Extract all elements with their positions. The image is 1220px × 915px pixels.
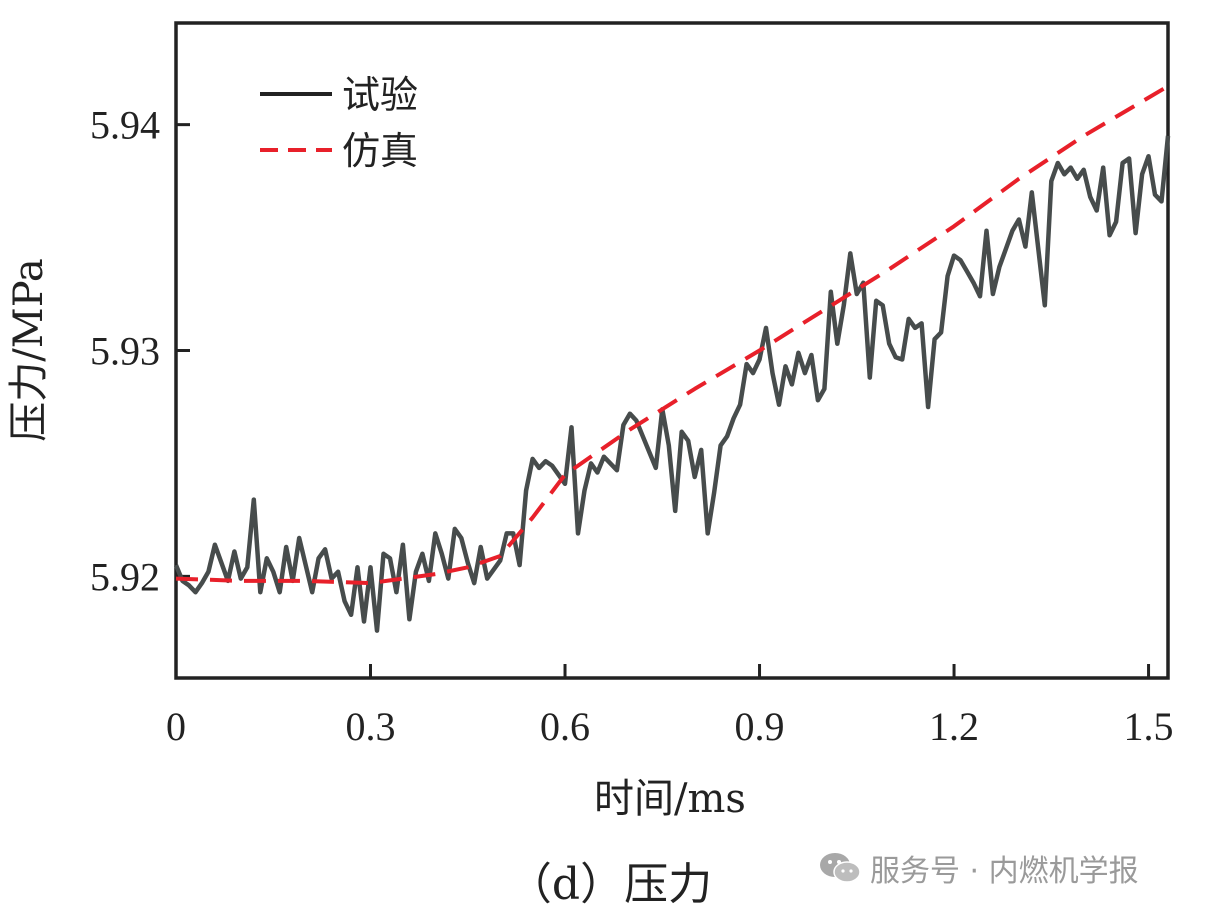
y-axis: 5.92 5.93 5.94: [90, 103, 190, 599]
wechat-icon: [820, 853, 861, 883]
legend-label-simulation: 仿真: [342, 129, 418, 173]
watermark: 服务号 · 内燃机学报: [818, 846, 1139, 890]
y-axis-title: 压力/MPa: [6, 258, 52, 441]
y-tick-label: 5.94: [90, 103, 160, 148]
x-tick-label: 0: [166, 704, 186, 749]
x-tick-label: 0.3: [346, 704, 396, 749]
series-line-experiment: [173, 135, 1171, 633]
series-line-simulation: [175, 84, 1170, 586]
x-tick-label: 0.9: [735, 704, 785, 749]
x-tick-label: 1.5: [1124, 704, 1174, 749]
x-axis: 0 0.3 0.6 0.9 1.2 1.5: [166, 664, 1174, 749]
watermark-text: 服务号 · 内燃机学报: [870, 854, 1139, 889]
series-layer: [173, 84, 1171, 633]
legend-label-experiment: 试验: [342, 73, 418, 117]
x-axis-title: 时间/ms: [594, 776, 746, 822]
y-tick-label: 5.92: [90, 554, 160, 599]
y-tick-label: 5.93: [90, 329, 160, 374]
x-tick-label: 1.2: [929, 704, 979, 749]
figure-caption: （d）压力: [507, 859, 713, 910]
legend: 试验 仿真: [260, 73, 418, 173]
x-tick-label: 0.6: [540, 704, 590, 749]
